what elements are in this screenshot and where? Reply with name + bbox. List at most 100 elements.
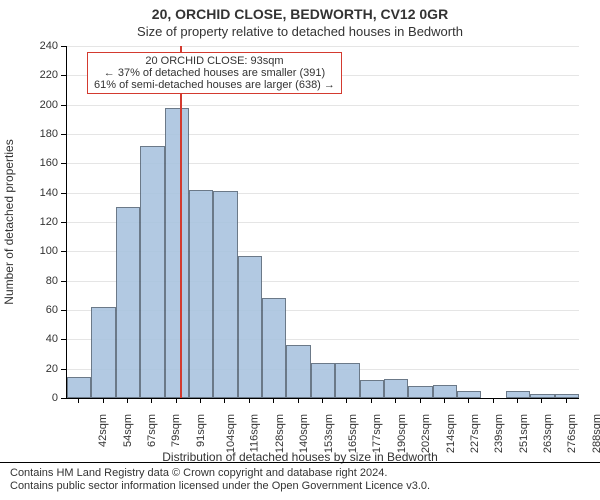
x-tick-label: 42sqm	[97, 414, 109, 447]
histogram-bar	[408, 386, 432, 398]
x-tick-label: 91sqm	[195, 414, 207, 447]
y-tick-mark	[61, 163, 66, 164]
x-tick-label: 288sqm	[591, 414, 600, 453]
x-tick-mark	[517, 398, 518, 403]
x-tick-label: 104sqm	[225, 414, 237, 453]
histogram-bar	[555, 394, 579, 398]
y-tick-label: 120	[32, 216, 58, 228]
histogram-bar	[384, 379, 408, 398]
x-tick-label: 239sqm	[493, 414, 505, 453]
x-tick-mark	[176, 398, 177, 403]
x-tick-label: 79sqm	[170, 414, 182, 447]
x-tick-mark	[395, 398, 396, 403]
x-tick-mark	[322, 398, 323, 403]
y-tick-label: 60	[32, 304, 58, 316]
x-tick-mark	[151, 398, 152, 403]
histogram-bar	[335, 363, 359, 398]
footer-line-1: Contains HM Land Registry data © Crown c…	[10, 467, 590, 481]
marker-line	[180, 46, 182, 398]
figure-title-description: Size of property relative to detached ho…	[0, 24, 600, 39]
x-tick-mark	[200, 398, 201, 403]
histogram-bar	[140, 146, 164, 398]
histogram-bar	[116, 207, 140, 398]
x-tick-mark	[420, 398, 421, 403]
grid-line	[67, 105, 579, 106]
y-tick-label: 80	[32, 275, 58, 287]
y-tick-mark	[61, 105, 66, 106]
x-tick-label: 153sqm	[323, 414, 335, 453]
x-tick-mark	[468, 398, 469, 403]
figure-root: 20, ORCHID CLOSE, BEDWORTH, CV12 0GR Siz…	[0, 0, 600, 500]
histogram-bar	[457, 391, 481, 398]
histogram-bar	[213, 191, 237, 398]
y-tick-mark	[61, 369, 66, 370]
x-tick-label: 202sqm	[420, 414, 432, 453]
x-tick-mark	[493, 398, 494, 403]
y-tick-mark	[61, 134, 66, 135]
histogram-bar	[311, 363, 335, 398]
y-tick-label: 0	[32, 392, 58, 404]
x-tick-label: 116sqm	[249, 414, 261, 452]
x-tick-mark	[103, 398, 104, 403]
grid-line	[67, 134, 579, 135]
y-tick-mark	[61, 75, 66, 76]
x-tick-mark	[541, 398, 542, 403]
x-tick-mark	[78, 398, 79, 403]
x-tick-mark	[346, 398, 347, 403]
histogram-bar	[165, 108, 189, 398]
x-tick-label: 276sqm	[567, 414, 579, 453]
x-tick-label: 165sqm	[347, 414, 359, 453]
y-tick-mark	[61, 46, 66, 47]
y-tick-label: 240	[32, 40, 58, 52]
x-tick-mark	[273, 398, 274, 403]
y-tick-mark	[61, 398, 66, 399]
x-tick-label: 128sqm	[274, 414, 286, 453]
annotation-line-3: 61% of semi-detached houses are larger (…	[94, 79, 335, 91]
histogram-bar	[433, 385, 457, 398]
histogram-bar	[530, 394, 554, 398]
y-tick-label: 160	[32, 157, 58, 169]
footer-line-2: Contains public sector information licen…	[10, 480, 590, 494]
x-tick-label: 67sqm	[146, 414, 158, 447]
x-tick-label: 214sqm	[445, 414, 457, 453]
y-tick-label: 100	[32, 245, 58, 257]
y-axis-label: Number of detached properties	[2, 139, 16, 304]
y-tick-mark	[61, 193, 66, 194]
histogram-bar	[286, 345, 310, 398]
x-tick-label: 227sqm	[469, 414, 481, 453]
x-tick-mark	[371, 398, 372, 403]
x-tick-label: 251sqm	[518, 414, 530, 453]
x-tick-mark	[249, 398, 250, 403]
x-tick-mark	[127, 398, 128, 403]
x-tick-label: 177sqm	[372, 414, 384, 453]
y-tick-mark	[61, 310, 66, 311]
histogram-bar	[506, 391, 530, 398]
annotation-box: 20 ORCHID CLOSE: 93sqm← 37% of detached …	[87, 52, 342, 94]
x-tick-label: 54sqm	[122, 414, 134, 447]
figure-footer: Contains HM Land Registry data © Crown c…	[0, 462, 600, 500]
y-tick-mark	[61, 222, 66, 223]
y-tick-label: 20	[32, 363, 58, 375]
histogram-bar	[91, 307, 115, 398]
x-tick-label: 140sqm	[298, 414, 310, 453]
x-tick-mark	[298, 398, 299, 403]
y-tick-mark	[61, 281, 66, 282]
y-tick-label: 200	[32, 99, 58, 111]
histogram-bar	[262, 298, 286, 398]
y-tick-mark	[61, 251, 66, 252]
y-tick-mark	[61, 339, 66, 340]
figure-title-address: 20, ORCHID CLOSE, BEDWORTH, CV12 0GR	[0, 6, 600, 22]
y-tick-label: 40	[32, 333, 58, 345]
y-tick-label: 140	[32, 187, 58, 199]
y-tick-label: 180	[32, 128, 58, 140]
grid-line	[67, 46, 579, 47]
annotation-line-2: ← 37% of detached houses are smaller (39…	[94, 67, 335, 79]
histogram-bar	[360, 380, 384, 398]
histogram-bar	[189, 190, 213, 398]
x-tick-label: 263sqm	[542, 414, 554, 453]
plot-area: 20 ORCHID CLOSE: 93sqm← 37% of detached …	[66, 46, 579, 399]
x-tick-label: 190sqm	[396, 414, 408, 453]
annotation-line-1: 20 ORCHID CLOSE: 93sqm	[94, 55, 335, 67]
histogram-bar	[238, 256, 262, 398]
x-tick-mark	[444, 398, 445, 403]
